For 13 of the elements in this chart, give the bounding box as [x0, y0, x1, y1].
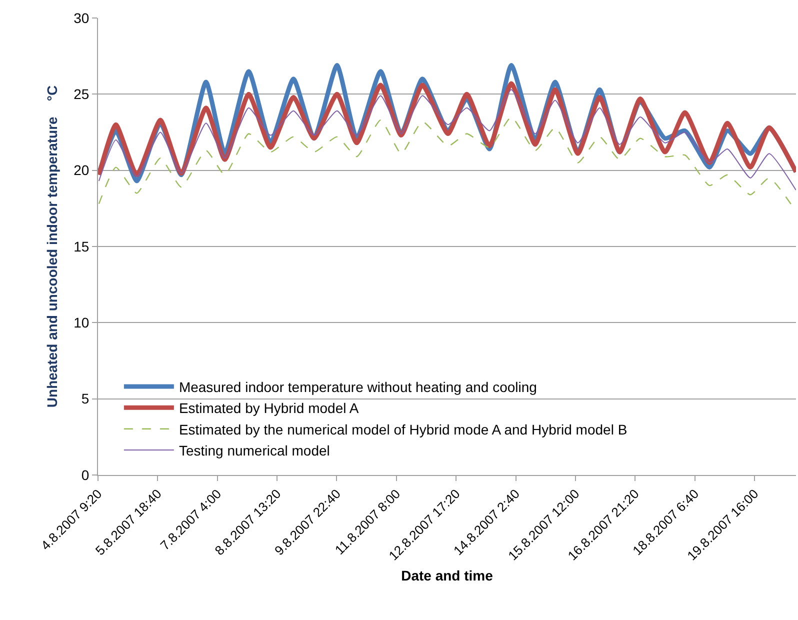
y-tick-label: 0 — [81, 466, 90, 483]
legend-label: Measured indoor temperature without heating and cooling — [178, 378, 537, 395]
y-tick-label: 10 — [74, 314, 90, 331]
y-tick-label: 5 — [81, 390, 90, 407]
y-axis-title: Unheated and uncooled indoor temperature °C — [44, 85, 60, 408]
legend-label: Estimated by Hybrid model A — [178, 400, 360, 416]
y-tick-label: 30 — [74, 10, 90, 26]
x-axis-title: Date and time — [401, 568, 494, 584]
y-tick-label: 15 — [74, 238, 90, 254]
y-tick-label: 20 — [74, 162, 90, 178]
y-tick-label: 25 — [74, 86, 90, 102]
legend-label: Testing numerical model — [178, 442, 330, 459]
legend-label: Estimated by the numerical model of Hybrid mode A and Hybrid model B — [178, 421, 628, 438]
